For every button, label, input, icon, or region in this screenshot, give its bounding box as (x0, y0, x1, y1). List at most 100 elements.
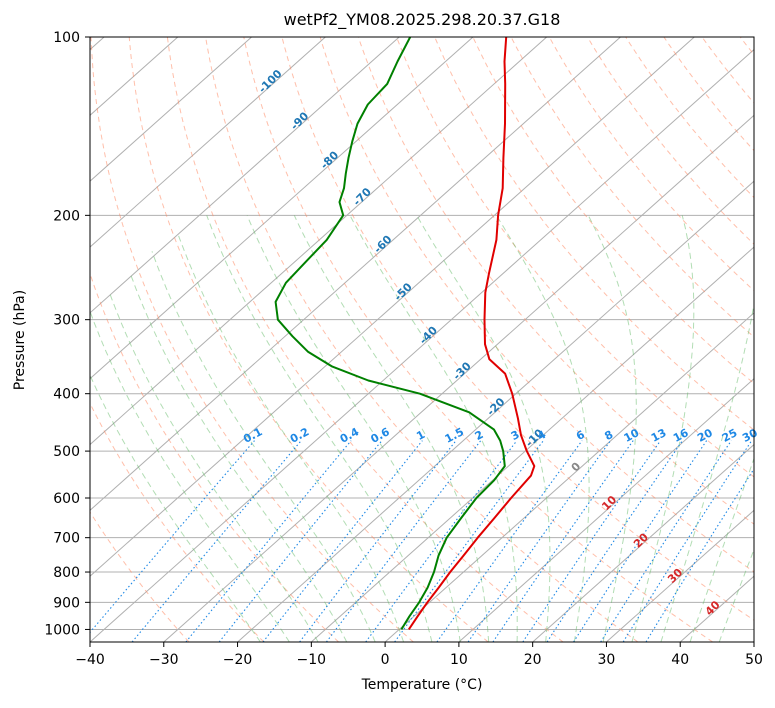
dry-adiabat-line (625, 37, 754, 199)
mixing-ratio-line (546, 440, 683, 642)
moist-adiabat-line (90, 373, 261, 642)
isotherm-line (90, 37, 326, 248)
x-axis-label: Temperature (°C) (361, 677, 483, 693)
mixing-ratio-line (492, 440, 634, 642)
mixing-ratio-line (299, 440, 457, 642)
moist-adiabat-line (689, 457, 754, 642)
isotherm-label: -20 (484, 395, 507, 418)
mixing-ratio-line (573, 440, 708, 642)
mixing-ratio-line (622, 440, 753, 642)
y-tick-label: 800 (53, 565, 80, 581)
plot-frame (89, 36, 755, 643)
isotherm-line (237, 180, 754, 642)
x-tick-label: 40 (671, 652, 689, 668)
isotherm-line (90, 37, 400, 314)
dewpoint-profile-line (274, 37, 506, 630)
mixing-ratio-line (600, 440, 732, 642)
x-tick-label: −20 (223, 652, 253, 668)
mixing-ratio-line (394, 440, 544, 642)
mixing-ratio-line (467, 440, 612, 642)
isotherm-line (90, 48, 754, 642)
profile-lines (274, 37, 536, 630)
x-tick-label: 10 (450, 652, 468, 668)
mixing-ratio-label: 8 (602, 428, 615, 443)
chart-title: wetPf2_YM08.2025.298.20.37.G18 (283, 10, 561, 29)
moist-adiabat-line (109, 292, 319, 642)
moist-adiabat-line (129, 272, 348, 642)
moist-adiabat-label: 40 (703, 598, 723, 618)
moist-adiabat-line (496, 215, 590, 642)
moist-adiabat-label: 10 (599, 493, 619, 513)
isotherm-line (90, 37, 548, 446)
isotherm-line (532, 443, 754, 642)
dry-adiabat-line (281, 37, 754, 621)
mixing-ratio-line (131, 440, 302, 642)
dry-adiabat-line (90, 271, 339, 642)
temperature-profile-line (407, 37, 536, 630)
isotherm-label: -60 (371, 232, 394, 255)
moist-adiabat-line (206, 215, 433, 642)
x-tick-label: 20 (524, 652, 542, 668)
y-tick-label: 300 (53, 313, 80, 329)
dry-adiabat-line (128, 37, 489, 642)
y-tick-label: 600 (53, 491, 80, 507)
moist-adiabat-label: 20 (631, 530, 651, 550)
mixing-ratio-line (436, 440, 583, 642)
isotherm-line (606, 509, 754, 642)
mixing-ratio-label: 2 (473, 428, 486, 443)
dry-adiabat-line (166, 37, 564, 642)
isotherm-line (458, 378, 754, 642)
mixing-ratio-label: 25 (720, 426, 740, 445)
isotherm-label: -30 (450, 359, 473, 382)
isotherm-line (90, 37, 105, 51)
moist-adiabat-line (349, 215, 518, 642)
mixing-ratio-labels: 0.1 0.2 0.4 0.6 1 1.5 2 3 4 6 8 10 13 16 20 25 30 (241, 425, 760, 446)
x-tick-label: 30 (598, 652, 616, 668)
y-tick-label: 1000 (44, 622, 80, 638)
mixing-ratio-label: 0.2 (288, 425, 311, 446)
mixing-ratio-line (90, 440, 255, 634)
mixing-ratio-line (325, 440, 482, 642)
dry-adiabat-line (319, 37, 754, 573)
isotherm-line (384, 312, 754, 642)
dry-adiabat-line (739, 37, 754, 56)
moist-adiabat-line (151, 251, 376, 642)
mixing-ratio-label: 0.4 (338, 425, 362, 446)
mixing-ratio-label: 20 (695, 426, 715, 445)
mixing-ratio-label: 1 (414, 428, 427, 443)
mixing-ratio-label: 16 (671, 426, 691, 445)
isotherm-line (679, 575, 754, 642)
mixing-ratio-label: 0.1 (241, 425, 264, 446)
y-tick-label: 900 (53, 595, 80, 611)
x-tick-label: −40 (75, 652, 105, 668)
dry-adiabat-line (663, 37, 754, 152)
dry-adiabat-line (510, 37, 754, 338)
moist-adiabat-line (631, 215, 695, 642)
dry-adiabat-line (205, 37, 639, 642)
dry-adiabat-line (90, 511, 190, 642)
x-axis-ticks: −40 −30 −20 −10 0 10 20 30 40 50 (75, 642, 763, 668)
isotherm-label: -90 (288, 109, 311, 132)
dry-adiabat-line (701, 37, 754, 104)
y-tick-label: 500 (53, 444, 80, 460)
y-tick-label: 100 (53, 30, 80, 46)
mixing-ratio-line (262, 440, 423, 642)
moist-adiabat-line (587, 215, 637, 642)
x-tick-label: −30 (149, 652, 179, 668)
mixing-ratio-line (645, 467, 754, 642)
mixing-ratio-line (218, 440, 383, 642)
x-tick-label: −10 (297, 652, 327, 668)
y-tick-label: 700 (53, 531, 80, 547)
y-tick-label: 400 (53, 387, 80, 403)
mixing-ratio-label: 1.5 (443, 425, 466, 446)
dry-adiabat-line (434, 37, 754, 431)
dry-adiabat-line (472, 37, 754, 385)
mixing-ratio-line (185, 440, 352, 642)
isotherm-label: -70 (351, 185, 374, 208)
mixing-ratio-label: 6 (574, 428, 587, 443)
mixing-ratio-label: 13 (649, 426, 669, 445)
moist-adiabat-line (90, 310, 290, 642)
isotherm-line (90, 37, 474, 380)
x-tick-label: 50 (745, 652, 763, 668)
